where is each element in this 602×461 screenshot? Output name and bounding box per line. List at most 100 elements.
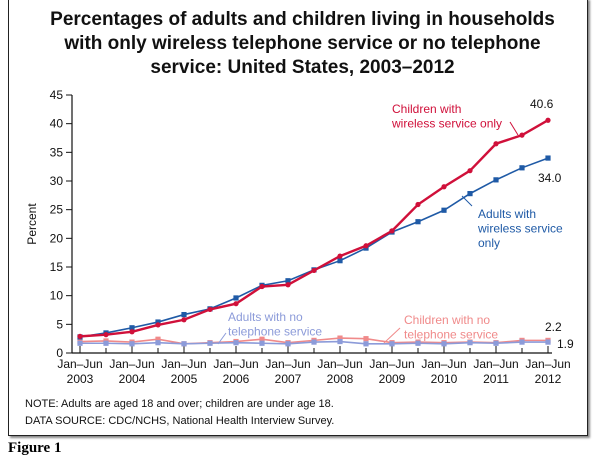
data-point — [441, 184, 447, 190]
x-tick-year: 2007 — [275, 372, 302, 386]
x-tick-year: 2012 — [535, 372, 562, 386]
series-label: only — [478, 236, 500, 250]
data-point — [415, 201, 421, 208]
y-tick-label: 10 — [50, 289, 64, 303]
series-label: telephone service — [404, 328, 498, 342]
end-value-label: 40.6 — [530, 97, 554, 111]
data-point — [129, 341, 135, 347]
x-tick-year: 2005 — [171, 372, 198, 386]
data-point — [467, 168, 473, 174]
data-point — [181, 317, 187, 323]
data-point — [259, 340, 265, 346]
figure-frame — [8, 0, 588, 436]
y-tick-label: 0 — [56, 346, 63, 360]
data-point — [259, 283, 265, 290]
data-point — [519, 132, 525, 138]
chart-title: Percentages of adults and children livin… — [50, 9, 555, 78]
x-tick-year: 2003 — [67, 372, 94, 386]
x-tick-year: 2006 — [223, 372, 250, 386]
data-point — [285, 278, 291, 284]
data-point — [285, 341, 291, 347]
data-point — [311, 267, 317, 274]
y-tick-label: 40 — [50, 117, 64, 131]
line-chart: 051015202530354045PercentJan–Jun2003Jan–… — [25, 88, 574, 386]
data-point — [207, 340, 213, 346]
x-tick-label: Jan–Jun — [57, 357, 102, 371]
data-point — [493, 177, 499, 183]
data-point — [545, 117, 551, 123]
data-point — [155, 336, 161, 342]
y-tick-label: 20 — [50, 231, 64, 245]
data-point — [103, 340, 109, 346]
data-point — [519, 339, 525, 345]
series-label: Adults with — [478, 207, 536, 221]
data-point — [311, 339, 317, 345]
data-point — [233, 301, 239, 307]
leader-line — [217, 332, 227, 345]
data-point — [493, 141, 499, 147]
data-point — [233, 295, 239, 301]
y-tick-label: 35 — [50, 145, 64, 159]
data-point — [545, 155, 551, 161]
x-tick-label: Jan–Jun — [213, 357, 258, 371]
x-tick-label: Jan–Jun — [369, 357, 414, 371]
end-value-label: 34.0 — [538, 171, 562, 185]
x-tick-label: Jan–Jun — [161, 357, 206, 371]
chart-note: NOTE: Adults are aged 18 and over; child… — [25, 398, 334, 410]
data-point — [389, 341, 395, 347]
series-label: telephone service — [228, 325, 322, 339]
data-source: DATA SOURCE: CDC/NCHS, National Health I… — [25, 415, 335, 427]
data-point — [155, 340, 161, 346]
leader-line — [509, 121, 519, 136]
data-point — [493, 340, 499, 346]
series-label: wireless service only — [391, 117, 502, 131]
x-tick-label: Jan–Jun — [421, 357, 466, 371]
data-point — [129, 325, 135, 331]
y-tick-label: 15 — [50, 260, 64, 274]
figure-label: Figure 1 — [8, 440, 62, 456]
data-point — [337, 253, 343, 259]
data-point — [181, 311, 187, 318]
data-point — [155, 319, 161, 325]
x-tick-label: Jan–Jun — [525, 357, 570, 371]
data-point — [545, 339, 551, 345]
data-point — [415, 219, 421, 225]
data-point — [467, 340, 473, 346]
y-tick-label: 45 — [50, 88, 64, 102]
x-tick-year: 2009 — [379, 372, 406, 386]
data-point — [467, 191, 473, 197]
data-point — [77, 340, 83, 346]
y-axis-label: Percent — [25, 203, 39, 245]
data-point — [103, 332, 109, 338]
data-point — [363, 341, 369, 347]
series-label: Adults with no — [228, 310, 303, 324]
y-tick-label: 5 — [56, 317, 63, 331]
data-point — [259, 336, 265, 342]
x-tick-year: 2008 — [327, 372, 354, 386]
data-point — [415, 340, 421, 346]
series-label: Children with no — [404, 313, 490, 327]
series-label: Children with — [392, 102, 461, 116]
data-point — [155, 322, 161, 328]
x-tick-year: 2011 — [483, 372, 509, 386]
data-point — [285, 282, 291, 288]
x-tick-label: Jan–Jun — [109, 357, 154, 371]
data-point — [337, 335, 343, 341]
data-point — [441, 207, 447, 213]
x-tick-label: Jan–Jun — [317, 357, 362, 371]
x-tick-label: Jan–Jun — [473, 357, 518, 371]
data-point — [77, 333, 83, 339]
data-point — [389, 228, 395, 234]
data-point — [337, 338, 343, 345]
end-value-label: 1.9 — [557, 337, 574, 351]
series-label: wireless service — [477, 222, 563, 236]
y-tick-label: 30 — [50, 174, 64, 188]
leader-line — [383, 327, 401, 344]
y-tick-label: 25 — [50, 203, 64, 217]
data-point — [363, 243, 369, 249]
data-point — [337, 258, 343, 264]
data-point — [207, 306, 213, 313]
data-point — [363, 336, 369, 342]
x-tick-year: 2004 — [119, 372, 146, 386]
data-point — [181, 341, 187, 347]
